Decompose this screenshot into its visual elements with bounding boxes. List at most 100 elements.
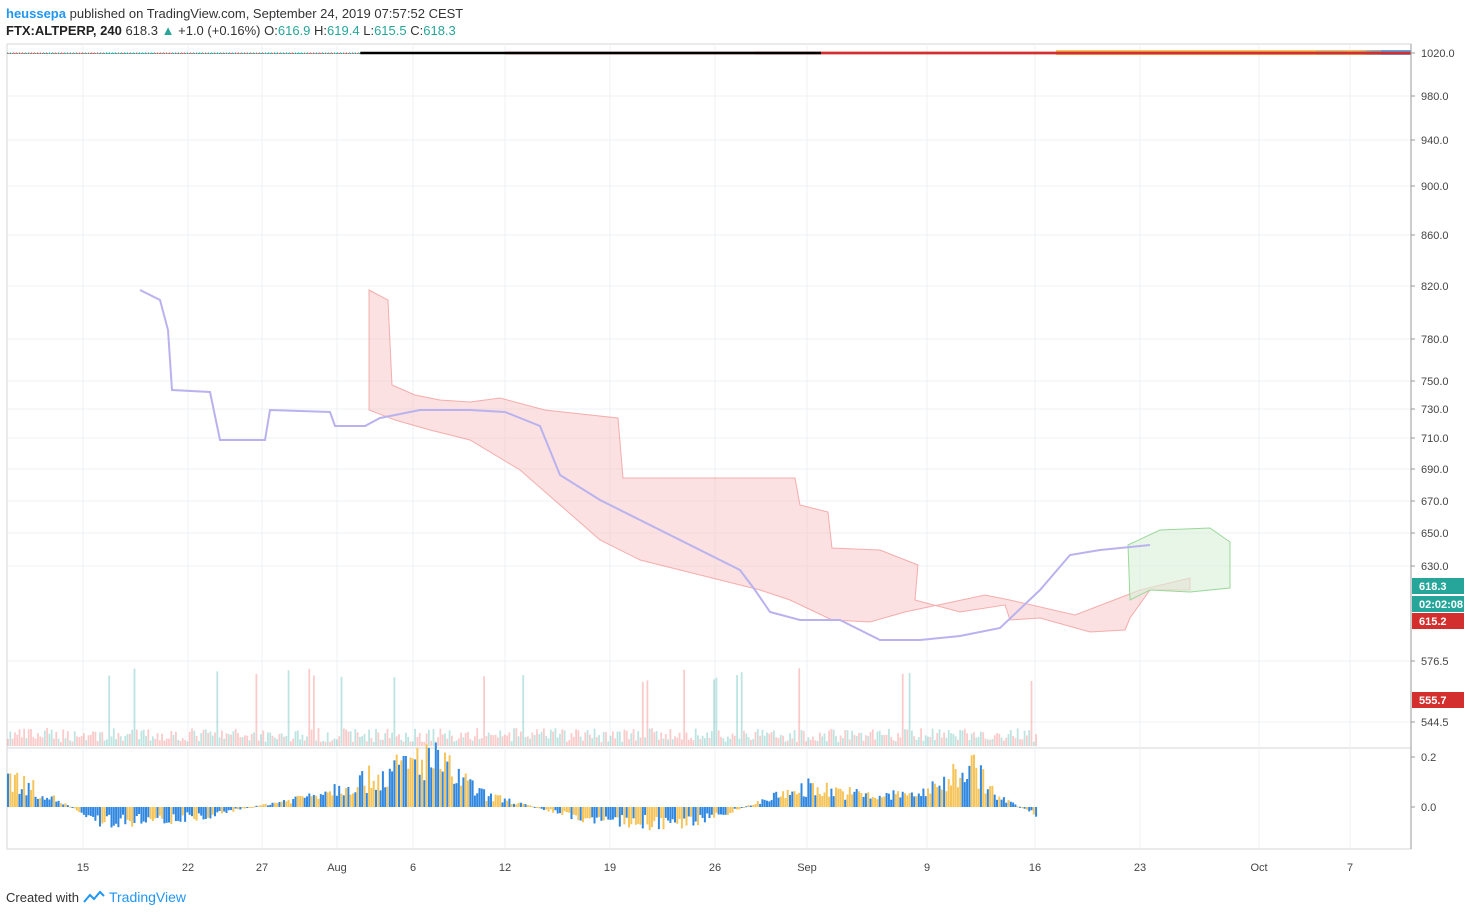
oscillator-bar <box>782 791 785 807</box>
volume-bar <box>554 728 557 746</box>
volume-bar <box>480 738 483 746</box>
candle-body <box>115 53 117 55</box>
volume-bar <box>494 734 497 746</box>
volume-bar <box>602 732 605 746</box>
candle-body <box>80 53 83 55</box>
volume-bar <box>414 728 416 746</box>
oscillator-bar <box>1009 801 1012 807</box>
oscillator-bar <box>749 805 752 807</box>
oscillator-bar <box>671 807 674 820</box>
volume-bar <box>317 728 320 746</box>
tradingview-brand[interactable]: TradingView <box>108 889 187 905</box>
volume-bar <box>112 728 115 746</box>
volume-bar <box>223 738 226 746</box>
candle-body <box>170 53 173 55</box>
oscillator-bar <box>1021 807 1024 809</box>
volume-bar <box>968 740 971 746</box>
oscillator-bar <box>963 782 966 807</box>
oscillator-bar <box>890 799 893 807</box>
volume-bar <box>246 735 249 746</box>
cloud-green-area <box>1127 527 1231 601</box>
volume-bar <box>377 732 380 746</box>
oscillator-bar <box>892 790 895 807</box>
price-label-box <box>1412 692 1464 708</box>
volume-bar <box>908 672 911 746</box>
oscillator-bar <box>308 793 311 807</box>
volume-bar <box>92 731 94 746</box>
oscillator-bar <box>517 802 520 807</box>
oscillator-bar <box>547 807 550 812</box>
volume-bar <box>181 738 184 746</box>
volume-bar <box>510 741 513 746</box>
symbol-label[interactable]: FTX:ALTPERP, 240 <box>6 23 122 38</box>
oscillator-bar <box>910 792 913 807</box>
oscillator-bar <box>904 793 906 807</box>
oscillator-bar <box>319 794 322 807</box>
volume-bar <box>135 729 138 746</box>
volume-bar <box>929 737 932 746</box>
oscillator-bar <box>195 807 198 821</box>
volume-bar <box>552 731 554 746</box>
oscillator-bar <box>425 743 428 807</box>
volume-bar <box>432 729 435 746</box>
oscillator-bar <box>138 807 141 815</box>
oscillator-bar <box>386 786 389 807</box>
oscillator-bar <box>57 800 60 807</box>
oscillator-bar <box>607 807 610 820</box>
oscillator-bar <box>112 807 115 826</box>
oscillator-bar <box>706 807 709 814</box>
oscillator-bar <box>292 799 295 807</box>
candle-body <box>202 53 205 55</box>
volume-bar <box>563 730 566 746</box>
oscillator-bar <box>237 807 239 810</box>
oscillator-bar <box>191 807 193 817</box>
oscillator-bar <box>906 795 909 807</box>
volume-bar <box>572 736 575 746</box>
oscillator-bar <box>441 771 444 807</box>
oscillator-bar <box>940 789 943 807</box>
oscillator-bar <box>830 788 833 807</box>
oscillator-bar <box>703 807 706 823</box>
oscillator-bar <box>908 793 911 807</box>
up-arrow-icon: ▲ <box>161 23 175 38</box>
volume-bar <box>96 740 99 746</box>
volume-bar <box>292 738 295 746</box>
volume-bar <box>322 741 324 746</box>
oscillator-bar <box>690 807 693 817</box>
oscillator-bar <box>55 801 58 807</box>
volume-bar <box>315 740 318 746</box>
volume-bar <box>582 740 584 746</box>
oscillator-bar <box>225 807 228 813</box>
volume-bar <box>986 739 989 746</box>
candle-body <box>34 53 37 55</box>
volume-bar <box>20 737 23 746</box>
oscillator-bar <box>623 807 626 825</box>
candle-body <box>340 53 343 55</box>
candle-body <box>200 53 203 55</box>
oscillator-bar <box>361 771 364 807</box>
oscillator-bar <box>655 807 658 817</box>
volume-bar <box>547 738 550 746</box>
volume-bar <box>165 738 168 746</box>
volume-bar <box>520 731 522 746</box>
volume-bar <box>283 736 285 746</box>
oscillator-bar <box>331 795 334 807</box>
y-tick-label: 820.0 <box>1421 281 1449 293</box>
candle-body <box>193 53 196 55</box>
volume-bar <box>428 729 430 746</box>
oscillator-bar <box>1002 797 1005 807</box>
volume-bar <box>1030 680 1033 746</box>
oscillator-bar <box>25 795 28 807</box>
candle-body <box>267 53 269 55</box>
author-name[interactable]: heussepa <box>6 6 66 21</box>
volume-bar <box>687 739 690 746</box>
candle-body <box>14 53 16 55</box>
oscillator-bar <box>731 807 734 813</box>
oscillator-bar <box>326 792 329 807</box>
volume-bar <box>398 734 400 746</box>
volume-bar <box>393 677 396 746</box>
volume-bar <box>467 731 469 746</box>
oscillator-bar <box>720 807 722 815</box>
volume-bar <box>451 735 453 746</box>
